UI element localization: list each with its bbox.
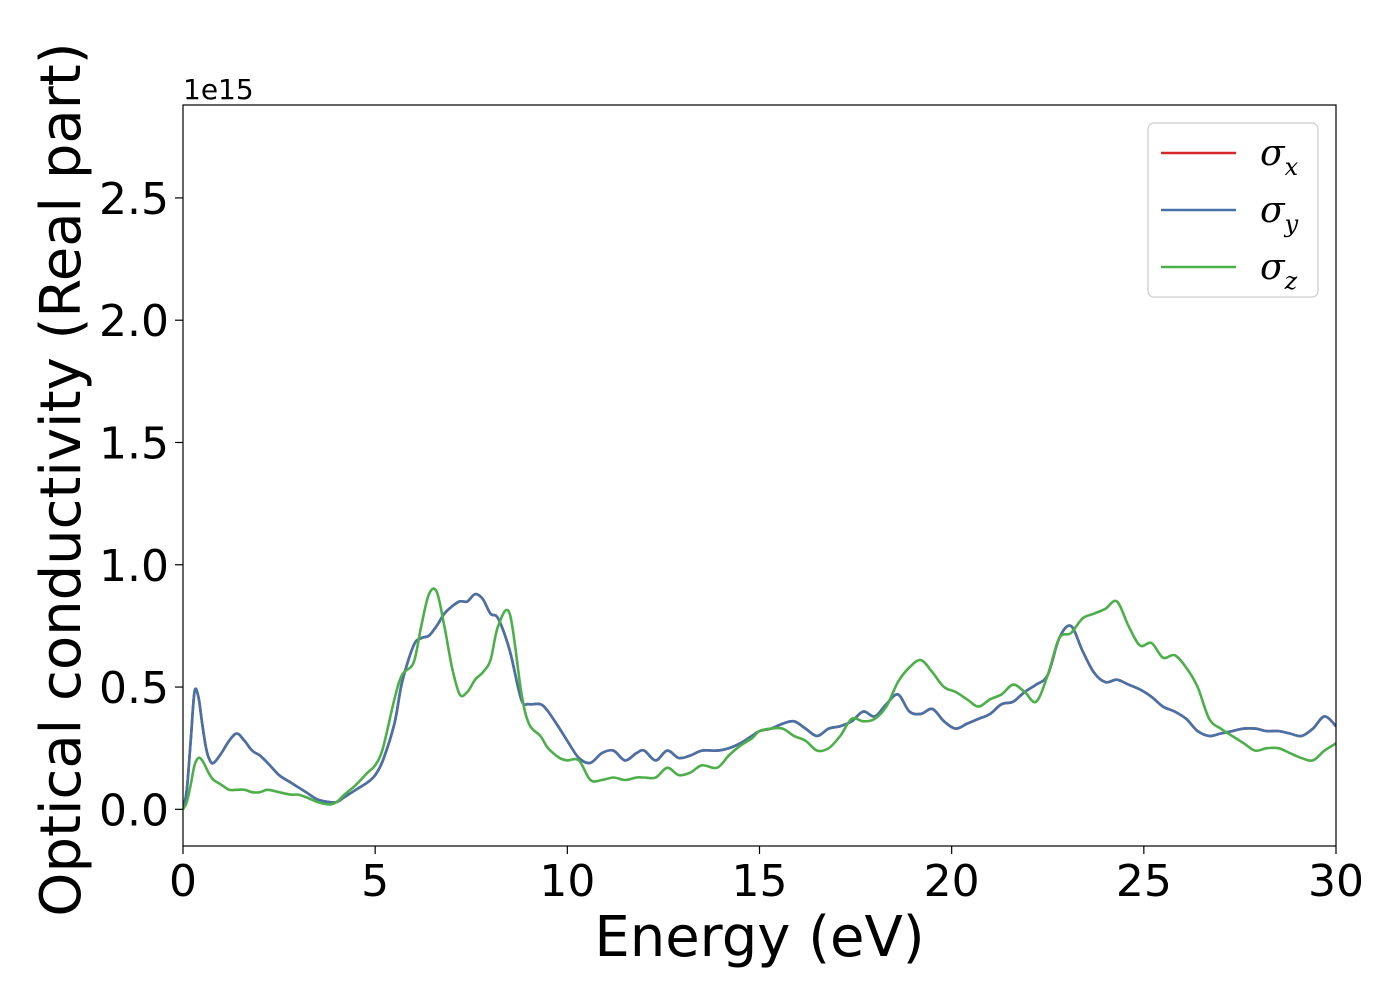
y-axis-label: Optical conductivity (Real part): [29, 42, 94, 916]
series-line-x: [183, 592, 1336, 810]
y-offset-label: 1e15: [183, 73, 254, 106]
x-axis-label: Energy (eV): [594, 905, 924, 970]
x-tick-label: 5: [361, 856, 389, 907]
series-line-z: [183, 587, 1336, 810]
y-tick-label: 0.0: [99, 785, 169, 836]
legend-symbol: σ: [1260, 247, 1286, 288]
legend-entry-y: σy: [1260, 190, 1299, 238]
x-tick-label: 25: [1116, 856, 1172, 907]
y-tick-label: 2.0: [99, 296, 169, 347]
legend-subscript: z: [1284, 267, 1298, 295]
legend-symbol: σ: [1260, 133, 1286, 174]
y-tick-label: 1.5: [99, 418, 169, 469]
series-layer: [183, 587, 1336, 810]
x-tick-label: 20: [924, 856, 980, 907]
x-tick-label: 0: [169, 856, 197, 907]
x-tick-label: 30: [1308, 856, 1364, 907]
legend-entry-z: σz: [1260, 247, 1298, 295]
legend-subscript: y: [1284, 210, 1299, 238]
legend-entry-x: σx: [1260, 133, 1299, 181]
x-tick-label: 10: [539, 856, 595, 907]
y-axis-ticks: 0.0 0.5 1.0 1.5 2.0 2.5: [99, 174, 183, 836]
y-tick-label: 1.0: [99, 541, 169, 592]
legend-subscript: x: [1285, 153, 1299, 181]
series-line-y: [183, 592, 1336, 810]
x-axis-ticks: 0 5 10 15 20 25 30: [169, 846, 1364, 907]
legend-symbol: σ: [1260, 190, 1286, 231]
x-tick-label: 15: [732, 856, 788, 907]
y-tick-label: 0.5: [99, 663, 169, 714]
y-tick-label: 2.5: [99, 174, 169, 225]
